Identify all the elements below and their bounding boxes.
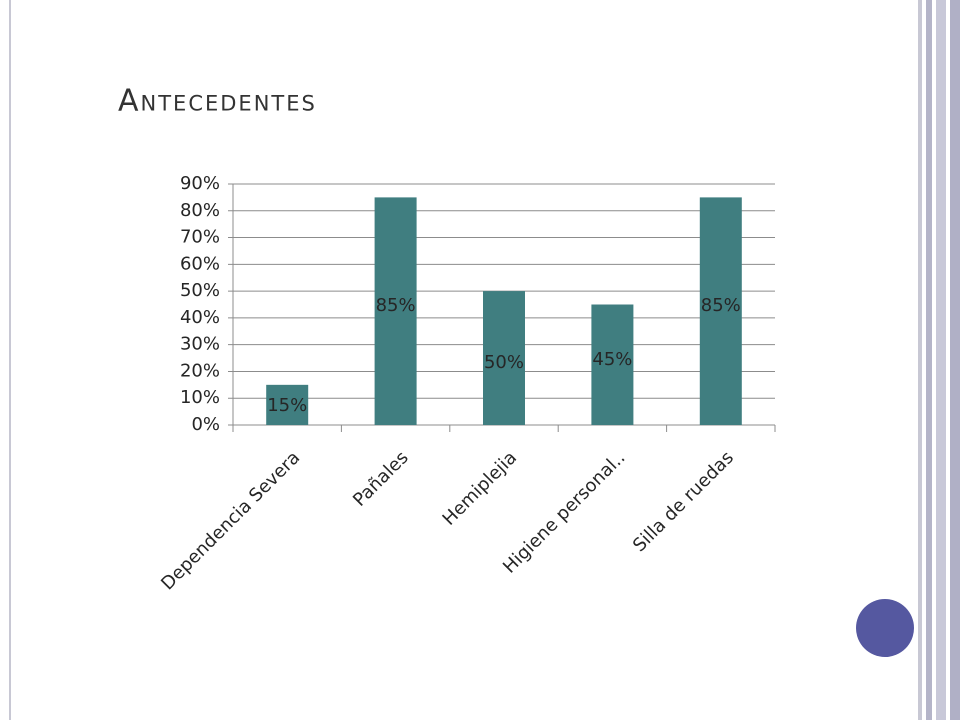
bar bbox=[266, 384, 309, 425]
x-tick-label: Silla de ruedas bbox=[629, 447, 738, 556]
y-tick-label: 90% bbox=[180, 173, 220, 194]
bar bbox=[374, 197, 417, 425]
y-tick-label: 70% bbox=[180, 227, 220, 248]
data-label: 85% bbox=[376, 295, 416, 316]
y-tick-label: 30% bbox=[180, 334, 220, 355]
y-tick-label: 20% bbox=[180, 360, 220, 381]
decor-circle bbox=[856, 599, 914, 657]
data-label: 85% bbox=[701, 295, 741, 316]
data-label: 45% bbox=[592, 349, 632, 370]
right-stripe bbox=[936, 0, 946, 720]
bar bbox=[483, 291, 525, 425]
data-label: 15% bbox=[267, 395, 307, 416]
x-tick-label: Pañales bbox=[349, 447, 413, 511]
y-tick-label: 10% bbox=[180, 387, 220, 408]
y-tick-label: 50% bbox=[180, 280, 220, 301]
y-tick-label: 40% bbox=[180, 307, 220, 328]
data-label: 50% bbox=[484, 352, 524, 373]
right-stripe bbox=[950, 0, 960, 720]
slide-title: Antecedentes bbox=[118, 84, 317, 119]
y-tick-label: 60% bbox=[180, 253, 220, 274]
right-stripe bbox=[918, 0, 922, 720]
y-tick-label: 80% bbox=[180, 200, 220, 221]
y-tick-label: 0% bbox=[191, 414, 220, 435]
x-tick-label: Dependencia Severa bbox=[157, 447, 304, 594]
right-stripe bbox=[926, 0, 932, 720]
x-tick-label: Hemiplejia bbox=[439, 447, 522, 530]
bar bbox=[591, 304, 634, 425]
bar bbox=[699, 197, 742, 425]
x-tick-label: Higiene personal.. bbox=[499, 447, 629, 577]
